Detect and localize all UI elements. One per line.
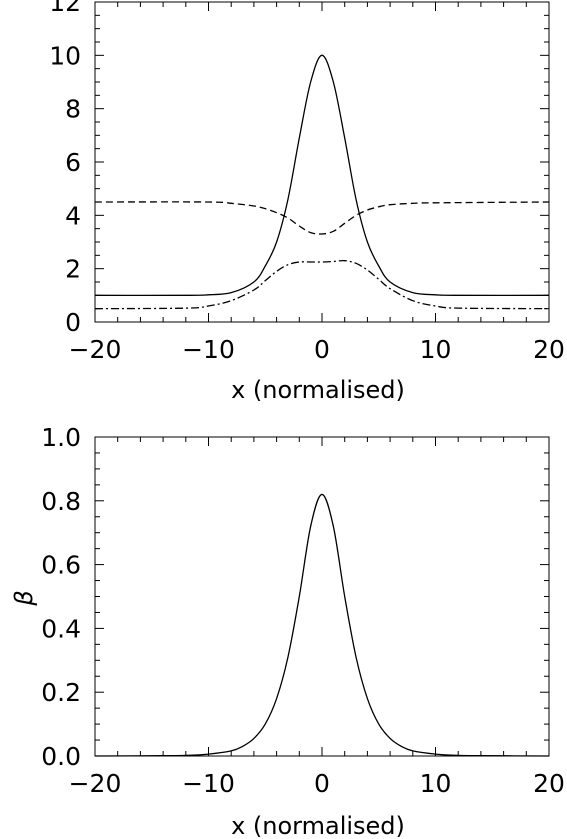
top-axis-ticks — [94, 1, 550, 323]
y-tick-label: 4 — [65, 201, 81, 230]
bottom-tick-labels: −20 −10 0 10 20 0.0 0.2 0.4 0.6 0.8 1.0 — [41, 423, 565, 798]
x-tick-label: −20 — [69, 335, 122, 364]
x-tick-label: 20 — [533, 769, 565, 798]
x-tick-label: −20 — [69, 769, 122, 798]
x-tick-label: −10 — [182, 769, 235, 798]
y-tick-label: 2 — [65, 255, 81, 284]
top-plot-frame — [94, 1, 550, 323]
x-tick-label: 20 — [533, 335, 565, 364]
y-tick-label: 6 — [65, 148, 81, 177]
bottom-series-group — [94, 493, 550, 757]
series-line-dashed — [94, 201, 550, 235]
x-tick-label: 10 — [420, 769, 452, 798]
y-tick-label: 0.4 — [41, 614, 81, 643]
bottom-panel: −20 −10 0 10 20 0.0 0.2 0.4 0.6 0.8 1.0 x (normali… — [10, 423, 565, 839]
y-tick-label: 8 — [65, 95, 81, 124]
bottom-plot-frame — [94, 436, 550, 757]
top-x-axis-label: x (normalised) — [231, 376, 405, 404]
bottom-y-axis-label: β — [10, 590, 38, 606]
x-tick-label: 0 — [314, 769, 330, 798]
x-tick-label: −10 — [182, 335, 235, 364]
top-panel: −20 −10 0 10 20 0 2 4 6 8 10 12 x (normalised) — [49, 0, 565, 404]
x-tick-label: 0 — [314, 335, 330, 364]
y-tick-label: 0.8 — [41, 487, 81, 516]
y-tick-label: 12 — [49, 0, 81, 17]
x-tick-label: 10 — [420, 335, 452, 364]
top-series-group — [94, 54, 550, 310]
series-line-solid — [94, 493, 550, 757]
y-tick-label: 0 — [65, 308, 81, 337]
y-tick-label: 0.0 — [41, 742, 81, 771]
y-tick-label: 0.2 — [41, 678, 81, 707]
bottom-axis-ticks — [94, 436, 550, 757]
y-tick-label: 1.0 — [41, 423, 81, 452]
y-tick-label: 10 — [49, 41, 81, 70]
bottom-x-axis-label: x (normalised) — [231, 812, 405, 839]
series-line-solid — [94, 54, 550, 297]
series-line-dashdot — [94, 259, 550, 310]
top-tick-labels: −20 −10 0 10 20 0 2 4 6 8 10 12 — [49, 0, 565, 364]
y-tick-label: 0.6 — [41, 551, 81, 580]
